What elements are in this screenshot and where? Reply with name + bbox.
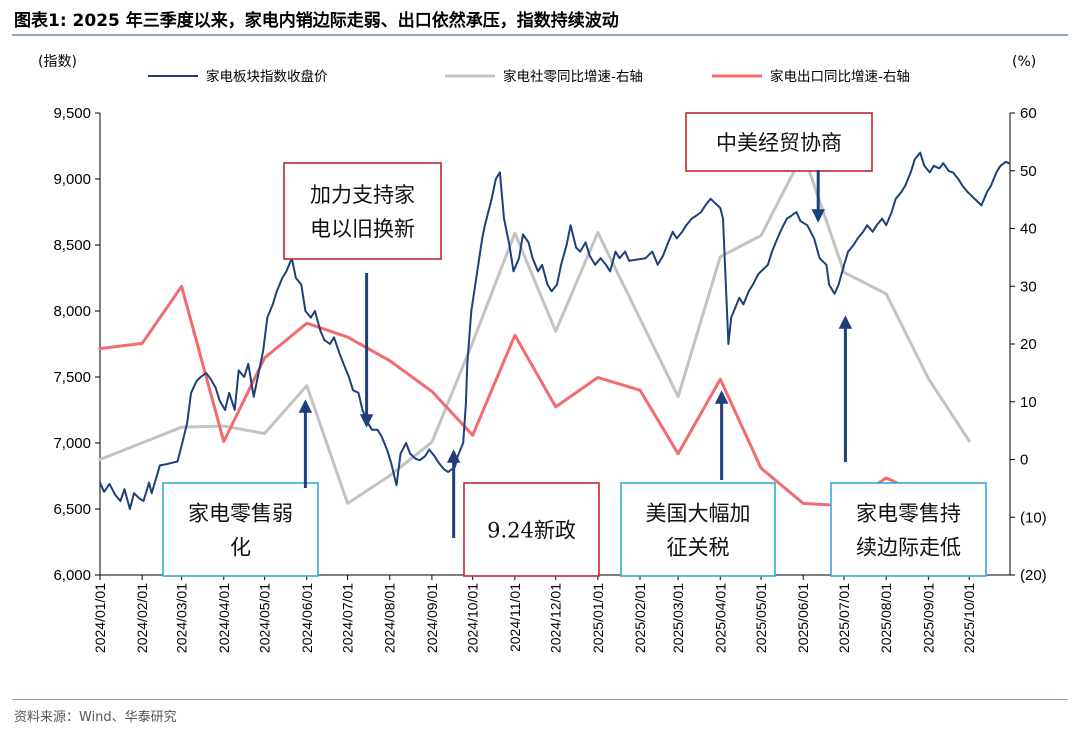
x-tick-label: 2024/11/01: [507, 583, 523, 652]
x-tick-label: 2025/02/01: [632, 583, 648, 653]
x-tick-label: 2025/08/01: [878, 583, 894, 653]
annotation-box: [162, 482, 319, 577]
annotation-text: 美国大幅加: [646, 502, 751, 526]
left-tick-label: 7,500: [53, 369, 91, 386]
left-tick-label: 9,000: [53, 171, 91, 188]
annotation-text: 电以旧换新: [310, 217, 415, 241]
x-tick-label: 2024/02/01: [134, 583, 150, 653]
left-tick-label: 6,000: [53, 567, 91, 584]
x-tick-label: 2024/08/01: [382, 583, 398, 653]
x-tick-label: 2024/06/01: [299, 583, 315, 653]
left-tick-label: 6,500: [53, 501, 91, 518]
annotation-text: 中美经贸协商: [716, 131, 842, 155]
annotation-box: [620, 482, 776, 577]
left-tick-label: 7,000: [53, 435, 91, 452]
left-axis-unit: (指数): [38, 54, 77, 70]
annotation-text: 加力支持家: [310, 183, 415, 207]
annotation-5: 中美经贸协商: [685, 112, 873, 223]
series-retail-line: [98, 151, 971, 505]
left-tick-label: 9,500: [53, 105, 91, 122]
x-tick-label: 2024/03/01: [174, 583, 190, 653]
right-tick-label: 20: [1020, 336, 1037, 353]
x-tick-label: 2024/01/01: [92, 583, 108, 653]
right-tick-label: 40: [1020, 221, 1037, 238]
right-tick-label: (20): [1020, 567, 1047, 584]
x-tick-label: 2025/01/01: [590, 583, 606, 653]
x-tick-label: 2025/07/01: [836, 583, 852, 653]
x-tick-label: 2025/10/01: [961, 583, 977, 653]
chart-title: 图表1: 2025 年三季度以来，家电内销边际走弱、出口依然承压，指数持续波动: [14, 11, 619, 31]
x-tick-label: 2024/09/01: [424, 583, 440, 653]
x-tick-label: 2025/05/01: [753, 583, 769, 653]
annotation-box: [830, 482, 987, 577]
legend-label: 家电板块指数收盘价: [206, 68, 328, 85]
source-note: 资料来源：Wind、华泰研究: [14, 710, 177, 725]
right-tick-label: 30: [1020, 278, 1037, 295]
legend-label: 家电社零同比增速-右轴: [503, 68, 643, 85]
annotation-3: 9.24新政: [446, 449, 600, 577]
left-tick-label: 8,500: [53, 237, 91, 254]
annotation-text: 征关税: [667, 536, 730, 560]
annotation-box: [685, 112, 873, 172]
annotation-text: 家电零售持: [856, 502, 961, 526]
annotation-text: 9.24新政: [487, 519, 576, 543]
legend-label: 家电出口同比增速-右轴: [770, 68, 910, 85]
annotation-text: 续边际走低: [856, 536, 961, 560]
x-tick-label: 2024/10/01: [465, 583, 481, 653]
annotation-box: [283, 162, 442, 260]
right-tick-label: 60: [1020, 105, 1037, 122]
title-rule: [12, 34, 1068, 36]
right-tick-label: 0: [1020, 452, 1028, 469]
source-rule: [12, 699, 1068, 700]
x-tick-label: 2025/03/01: [670, 583, 686, 653]
x-tick-label: 2024/12/01: [548, 583, 564, 653]
x-tick-label: 2024/04/01: [216, 583, 232, 653]
series-index-line: [99, 151, 1010, 510]
annotation-text: 家电零售弱: [188, 502, 293, 526]
right-tick-label: (10): [1020, 509, 1047, 526]
right-axis-unit: (%): [1012, 54, 1036, 70]
x-tick-label: 2025/09/01: [920, 583, 936, 653]
annotation-text: 化: [230, 536, 251, 560]
x-tick-label: 2025/06/01: [795, 583, 811, 653]
x-tick-label: 2024/07/01: [340, 583, 356, 653]
chart-svg: 6,000 6,500 7,000 7,500 8,000 8,500 9,000 9,500…: [38, 54, 1047, 653]
series-export-line: [98, 284, 971, 509]
x-tick-label: 2025/04/01: [712, 583, 728, 653]
annotation-box: [463, 482, 600, 577]
right-tick-label: 10: [1020, 394, 1037, 411]
left-tick-label: 8,000: [53, 303, 91, 320]
right-tick-label: 50: [1020, 163, 1037, 180]
x-tick-label: 2024/05/01: [257, 583, 273, 653]
